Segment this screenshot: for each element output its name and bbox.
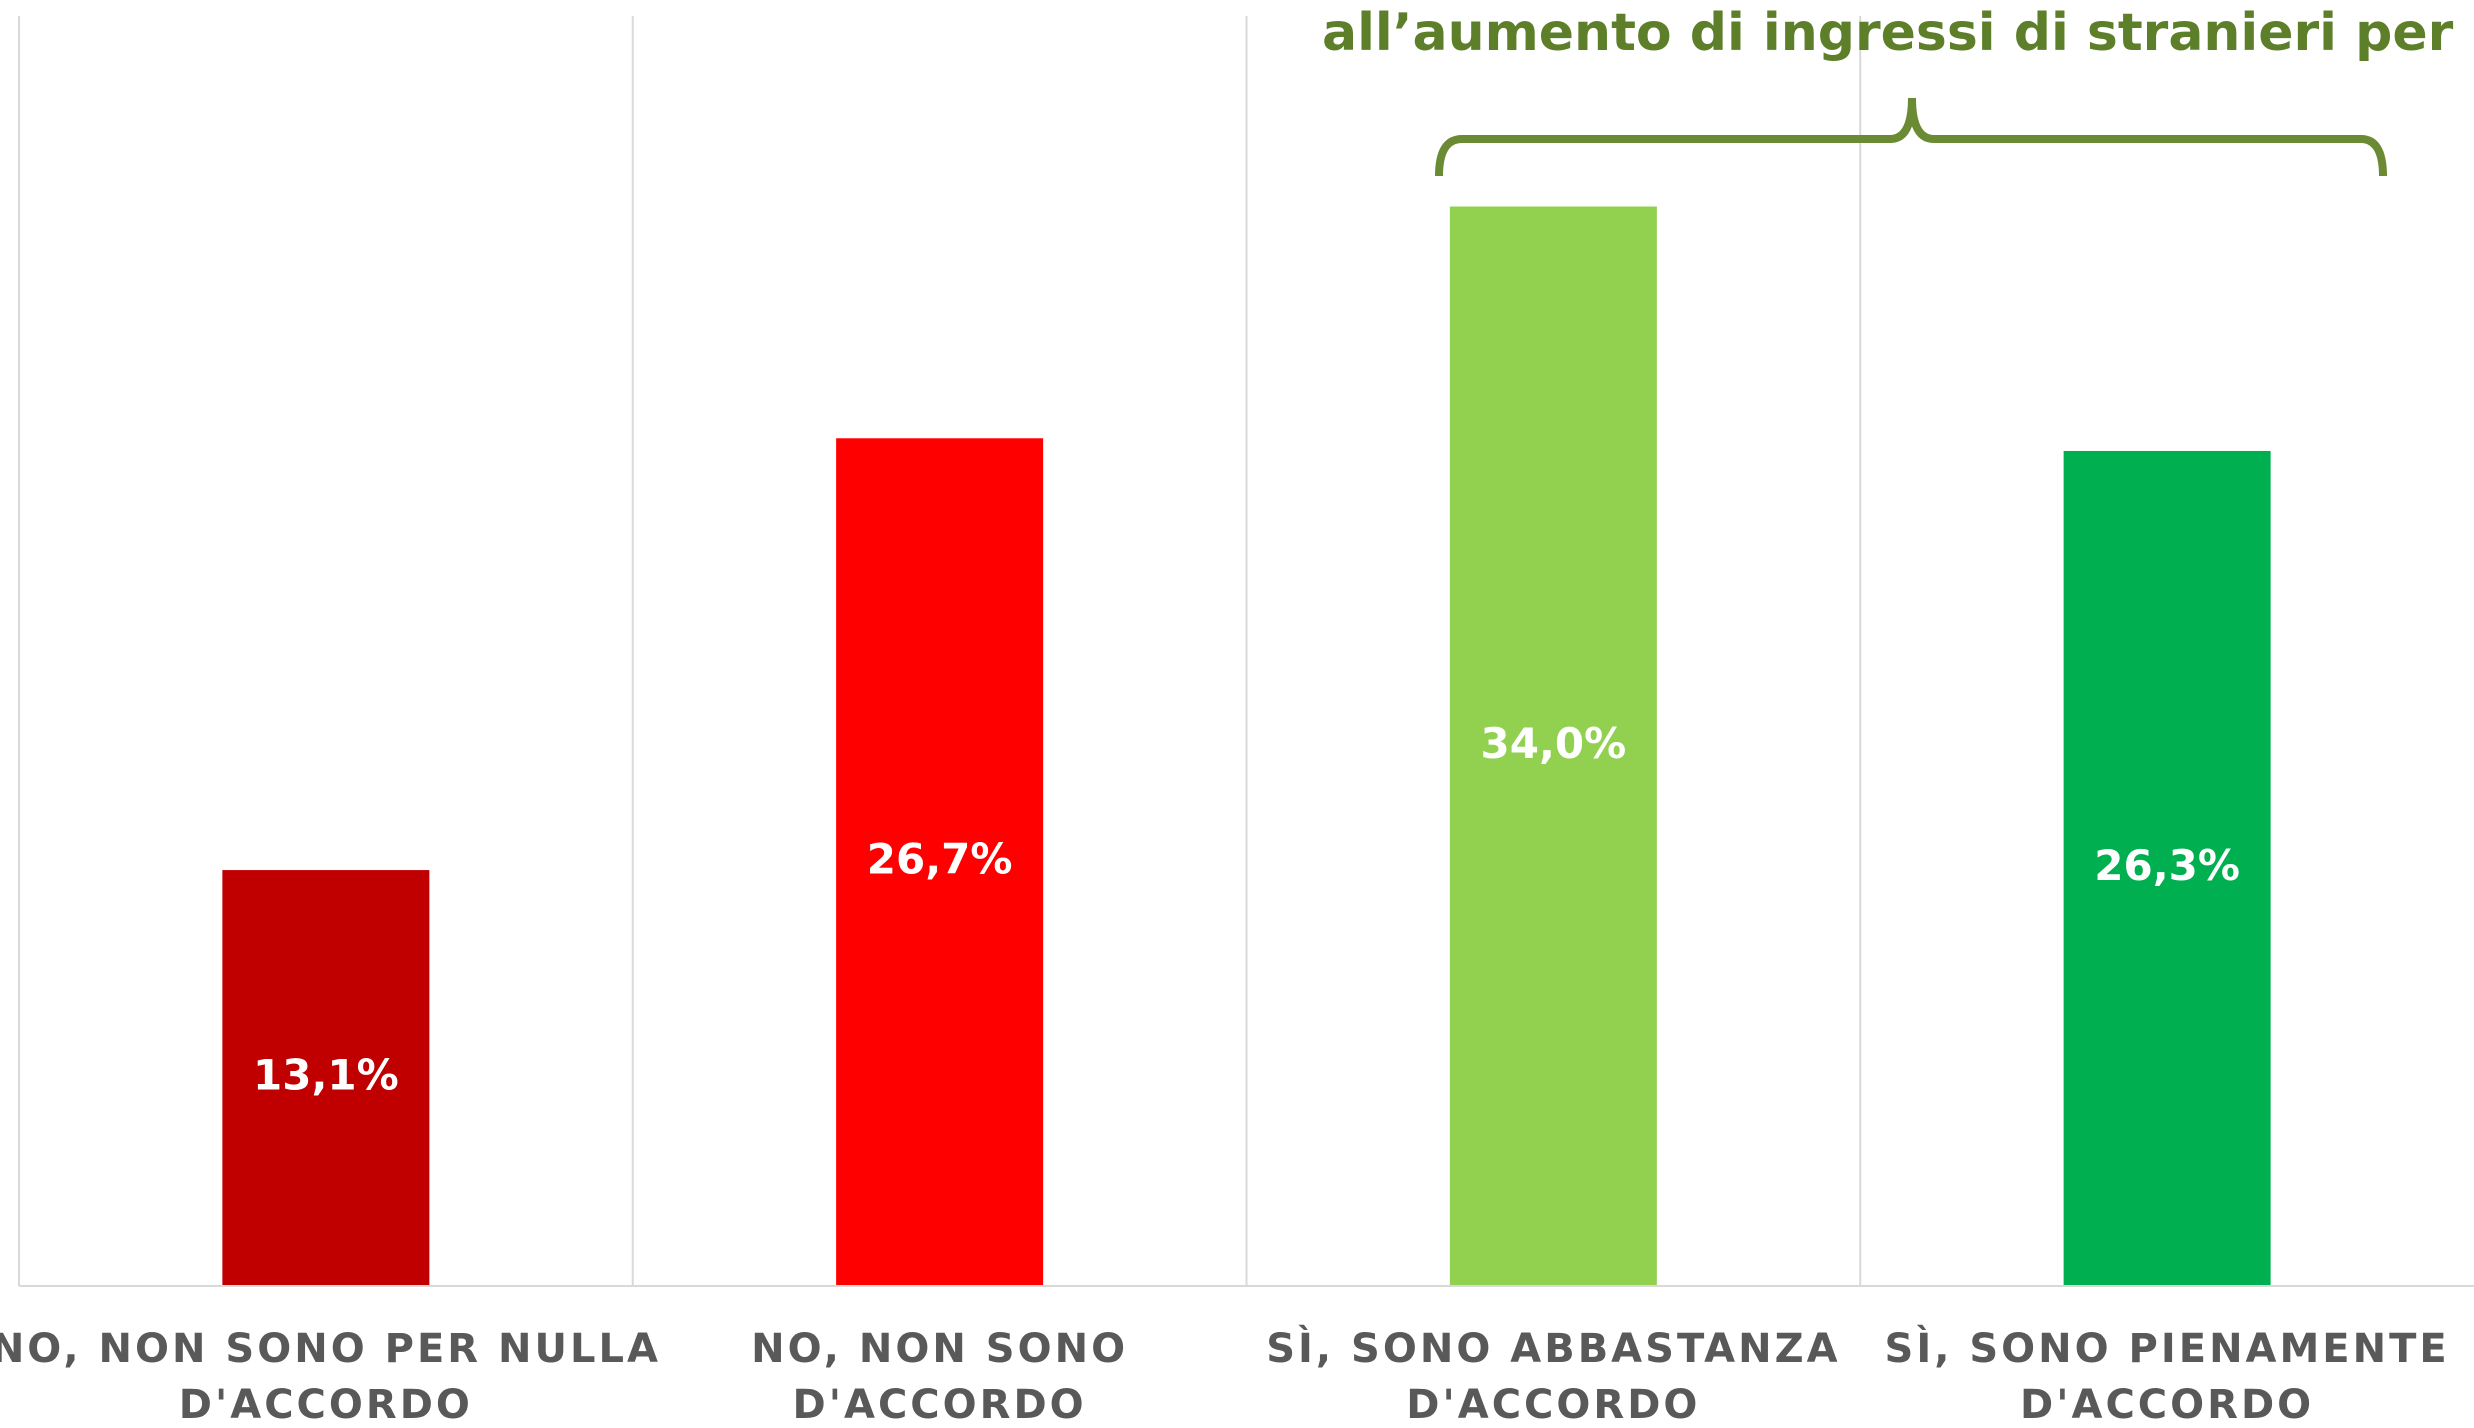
x-tick-label: D'ACCORDO [793, 1382, 1087, 1428]
x-tick-label: D'ACCORDO [1406, 1382, 1700, 1428]
annotation: all’aumento di ingressi di stranieri per… [1322, 3, 2474, 63]
x-tick-label: NO, NON SONO [751, 1326, 1128, 1372]
bar [836, 438, 1044, 1286]
bar [2063, 450, 2271, 1287]
x-tick-label: SÌ, SONO PIENAMENTE [1885, 1324, 2450, 1372]
x-tick-label: NO, NON SONO PER NULLA [0, 1326, 661, 1372]
x-tick-label: D'ACCORDO [2020, 1382, 2314, 1428]
value-label: 34,0% [1481, 719, 1627, 768]
value-label: 26,3% [2094, 841, 2240, 890]
value-label: 13,1% [253, 1051, 399, 1100]
bar [1449, 206, 1657, 1286]
bar [222, 870, 430, 1286]
brace [1435, 97, 2387, 177]
x-tick-label: SÌ, SONO ABBASTANZA [1266, 1324, 1840, 1372]
value-label: 26,7% [867, 835, 1013, 884]
x-tick-label: D'ACCORDO [179, 1382, 473, 1428]
